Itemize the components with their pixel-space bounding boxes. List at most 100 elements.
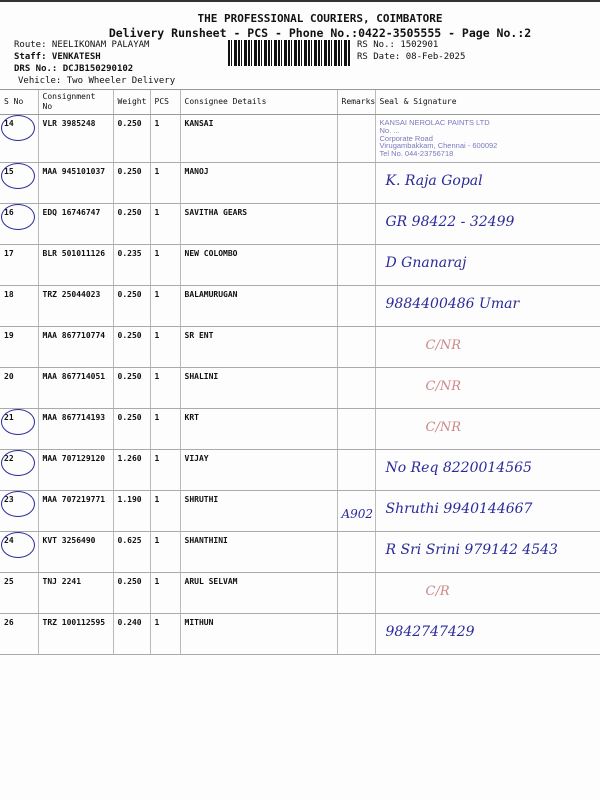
cell-signature: No Req 8220014565 bbox=[374, 449, 600, 491]
handwritten-signature: C/NR bbox=[425, 378, 462, 394]
cell-name: KANSAI bbox=[179, 114, 337, 163]
cell-sno: 18 bbox=[0, 285, 38, 327]
stamp-line: Corporate Road bbox=[379, 133, 433, 143]
table-row: 14 VLR 3985248 0.250 1 KANSAI KANSAI NEROLAC … bbox=[0, 114, 600, 163]
table-row: 15 MAA 945101037 0.250 1 MANOJ K. Raja Gopal bbox=[0, 162, 600, 204]
cell-name: SHRUTHI bbox=[179, 490, 337, 532]
circle-mark bbox=[1, 490, 35, 517]
table-row: 23 MAA 707219771 1.190 1 SHRUTHI A902 Shruthi … bbox=[0, 490, 600, 532]
cell-remark bbox=[336, 367, 375, 409]
cell-sno: 14 bbox=[0, 114, 38, 163]
column-header: PCS bbox=[149, 89, 180, 115]
runsheet-table: S No Consignment No Weight PCS Consignee Det… bbox=[0, 89, 600, 655]
cell-cn: MAA 867714193 bbox=[37, 408, 113, 450]
table-row: 24 KVT 3256490 0.625 1 SHANTHINI R Sri Srini … bbox=[0, 531, 600, 573]
table-row: 17 BLR 501011126 0.235 1 NEW COLOMBO D Gnanar… bbox=[0, 244, 600, 286]
cell-sno: 20 bbox=[0, 367, 38, 409]
cell-name: SAVITHA GEARS bbox=[179, 203, 337, 245]
cell-wt: 0.250 bbox=[112, 203, 150, 245]
cell-wt: 0.250 bbox=[112, 162, 150, 204]
cell-sno: 21 bbox=[0, 408, 38, 450]
stamp-line: No. ... bbox=[379, 125, 400, 135]
cell-cn: EDQ 16746747 bbox=[37, 203, 113, 245]
cell-wt: 1.190 bbox=[112, 490, 150, 532]
company-title: THE PROFESSIONAL COURIERS, COIMBATORE bbox=[197, 12, 443, 25]
cell-name: ARUL SELVAM bbox=[179, 572, 337, 614]
handwritten-signature: 9842747429 bbox=[385, 623, 475, 640]
cell-pcs: 1 bbox=[149, 572, 180, 614]
handwritten-signature: D Gnanaraj bbox=[385, 254, 467, 271]
stamp-line: Tel No. 044-23756718 bbox=[379, 149, 454, 159]
handwritten-signature: K. Raja Gopal bbox=[385, 172, 483, 189]
cell-pcs: 1 bbox=[149, 531, 180, 573]
cell-sno: 22 bbox=[0, 449, 38, 491]
cell-pcs: 1 bbox=[149, 244, 180, 286]
cell-name: MANOJ bbox=[179, 162, 337, 204]
cell-sno: 16 bbox=[0, 203, 38, 245]
table-row: 22 MAA 707129120 1.260 1 VIJAY No Req 8220014… bbox=[0, 449, 600, 491]
cell-sno: 26 bbox=[0, 613, 38, 655]
circle-mark bbox=[1, 162, 35, 189]
cell-name: MITHUN bbox=[179, 613, 337, 655]
cell-remark bbox=[336, 572, 375, 614]
cell-remark bbox=[336, 408, 375, 450]
cell-cn: VLR 3985248 bbox=[37, 114, 113, 163]
cell-pcs: 1 bbox=[149, 449, 180, 491]
handwritten-signature: No Req 8220014565 bbox=[385, 459, 532, 476]
cell-remark bbox=[336, 613, 375, 655]
rs-date: RS Date: 08-Feb-2025 bbox=[357, 52, 466, 62]
cell-wt: 0.250 bbox=[112, 285, 150, 327]
cell-wt: 0.250 bbox=[112, 326, 150, 368]
cell-pcs: 1 bbox=[149, 408, 180, 450]
cell-remark bbox=[336, 244, 375, 286]
table-row: 18 TRZ 25044023 0.250 1 BALAMURUGAN 988440048… bbox=[0, 285, 600, 327]
cell-name: KRT bbox=[179, 408, 337, 450]
cell-signature: D Gnanaraj bbox=[374, 244, 600, 286]
circle-mark bbox=[1, 203, 35, 230]
cell-sno: 17 bbox=[0, 244, 38, 286]
circle-mark bbox=[1, 449, 35, 476]
cell-sno: 19 bbox=[0, 326, 38, 368]
cell-sno: 23 bbox=[0, 490, 38, 532]
cell-signature: C/NR bbox=[374, 367, 600, 409]
table-row: 25 TNJ 2241 0.250 1 ARUL SELVAM C/R bbox=[0, 572, 600, 614]
cell-remark bbox=[336, 531, 375, 573]
cell-signature: 9842747429 bbox=[374, 613, 600, 655]
cell-remark bbox=[336, 203, 375, 245]
cell-signature: Shruthi 9940144667 bbox=[374, 490, 600, 532]
company-stamp: KANSAI NEROLAC PAINTS LTD No. ... Corporat… bbox=[380, 119, 597, 158]
circle-mark bbox=[1, 115, 35, 141]
cell-wt: 0.250 bbox=[112, 114, 150, 163]
cell-cn: MAA 945101037 bbox=[37, 162, 113, 204]
cell-cn: TRZ 25044023 bbox=[37, 285, 113, 327]
cell-pcs: 1 bbox=[149, 114, 180, 163]
stamp-line: Virugambakkam, Chennai - 600092 bbox=[379, 141, 498, 151]
handwritten-signature: 9884400486 Umar bbox=[385, 295, 520, 312]
cell-remark bbox=[336, 114, 375, 163]
cell-signature: R Sri Srini 979142 4543 bbox=[374, 531, 600, 573]
cell-name: NEW COLOMBO bbox=[179, 244, 337, 286]
column-header: Consignment No bbox=[37, 89, 113, 115]
cell-name: SHALINI bbox=[179, 367, 337, 409]
cell-sno: 25 bbox=[0, 572, 38, 614]
drs-number: DRS No.: DCJB150290102 bbox=[14, 64, 134, 74]
cell-wt: 0.235 bbox=[112, 244, 150, 286]
runsheet-subtitle: Delivery Runsheet - PCS - Phone No.:0422… bbox=[108, 26, 532, 40]
table-row: 19 MAA 867710774 0.250 1 SR ENT C/NR bbox=[0, 326, 600, 368]
cell-name: VIJAY bbox=[179, 449, 337, 491]
cell-pcs: 1 bbox=[149, 203, 180, 245]
cell-cn: MAA 867710774 bbox=[37, 326, 113, 368]
cell-wt: 0.250 bbox=[112, 367, 150, 409]
stamp-line: KANSAI NEROLAC PAINTS LTD bbox=[379, 118, 490, 127]
cell-cn: MAA 707129120 bbox=[37, 449, 113, 491]
cell-signature: 9884400486 Umar bbox=[374, 285, 600, 327]
cell-wt: 0.250 bbox=[112, 408, 150, 450]
cell-wt: 0.625 bbox=[112, 531, 150, 573]
handwritten-signature: C/NR bbox=[425, 419, 462, 435]
cell-signature: KANSAI NEROLAC PAINTS LTD No. ... Corporat… bbox=[374, 114, 600, 163]
handwritten-signature: C/NR bbox=[425, 337, 462, 353]
rs-number: RS No.: 1502901 bbox=[357, 40, 439, 50]
cell-pcs: 1 bbox=[149, 490, 180, 532]
cell-cn: TNJ 2241 bbox=[37, 572, 113, 614]
handwritten-signature: Shruthi 9940144667 bbox=[385, 500, 533, 517]
